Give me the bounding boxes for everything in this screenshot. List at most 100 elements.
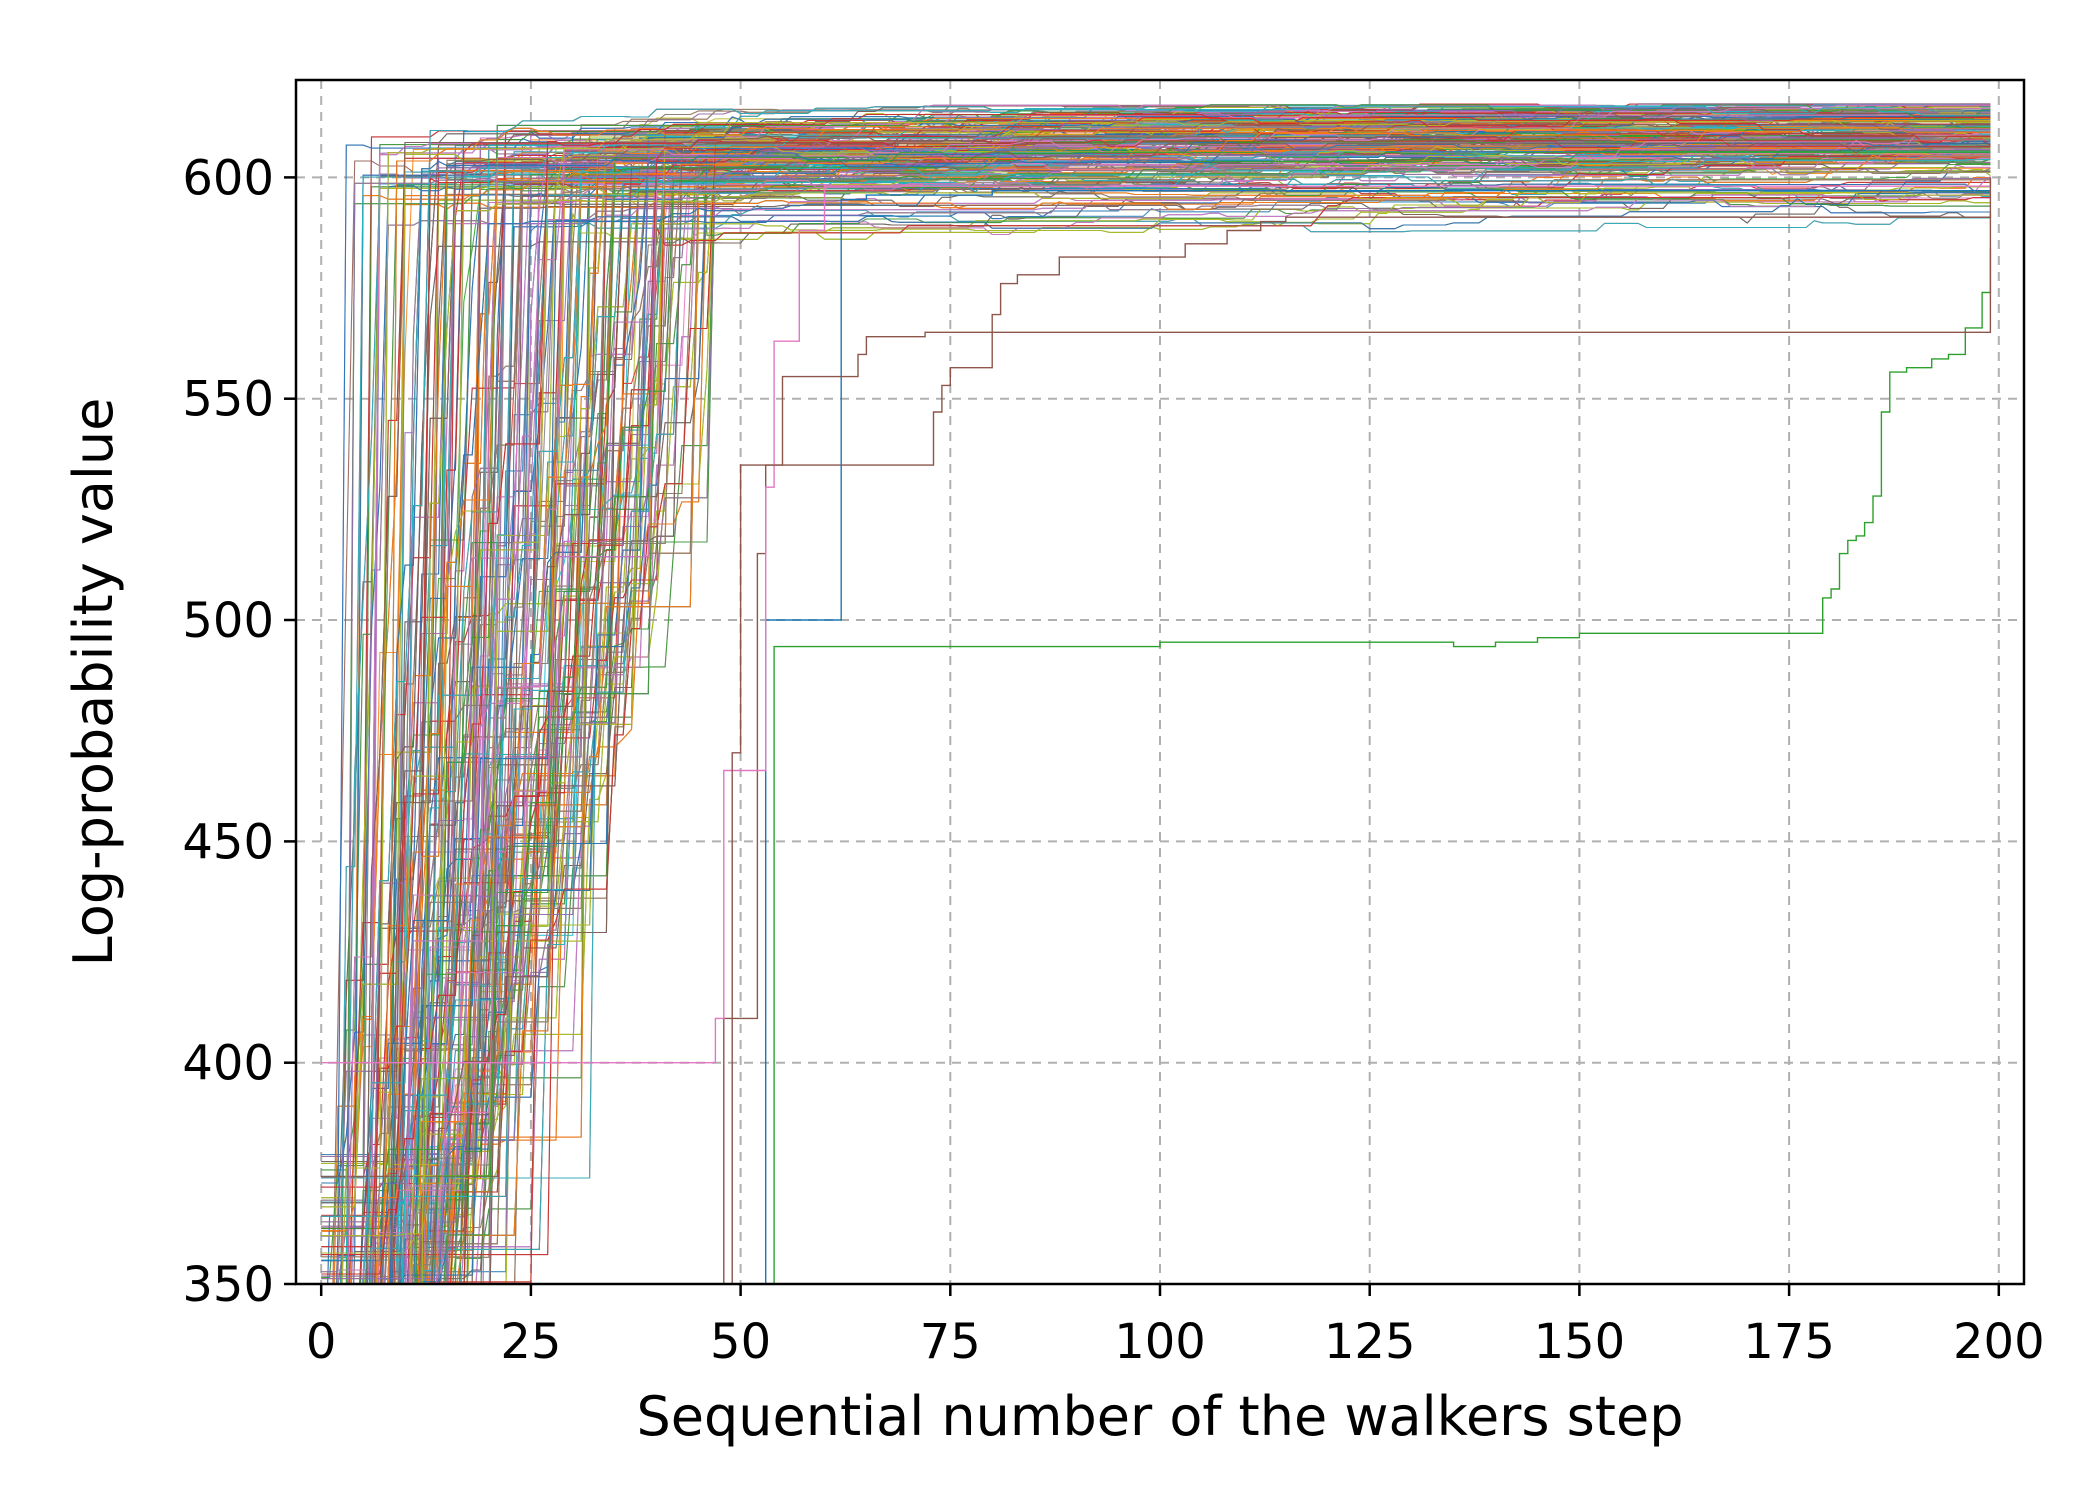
- walker-trace: [388, 190, 1991, 1284]
- walker-trace: [423, 128, 1991, 1284]
- walker-trace: [321, 152, 1991, 1237]
- walker-trace: [400, 141, 1991, 1284]
- walker-trace: [459, 138, 1991, 1284]
- walker-trace: [409, 132, 1991, 1284]
- walker-trace: [456, 154, 1991, 1284]
- y-tick-label-450: 450: [182, 814, 274, 870]
- walker-trace: [405, 189, 1991, 1284]
- walker-trace: [420, 159, 1991, 1284]
- walker-trace: [321, 162, 1991, 1199]
- walker-trace: [406, 126, 1991, 1284]
- walker-trace: [419, 129, 1991, 1284]
- walker-trace: [388, 190, 1991, 1284]
- walker-trace: [381, 161, 1991, 1284]
- walker-trace: [414, 116, 1991, 1284]
- walker-trace: [420, 146, 1991, 1284]
- walker-trace: [335, 147, 1991, 1284]
- walker-trace: [402, 164, 1991, 1284]
- y-tick-label-350: 350: [182, 1257, 274, 1313]
- walker-trace: [365, 124, 1991, 1284]
- walker-trace: [420, 146, 1991, 1284]
- walker-trace: [321, 146, 1991, 1232]
- walker-trace: [341, 146, 1991, 1284]
- walker-trace: [402, 164, 1991, 1284]
- walker-trace: [336, 130, 1991, 1284]
- walker-trace: [411, 149, 1991, 1284]
- walker-trace: [436, 139, 1991, 1284]
- walker-trace: [362, 146, 1991, 1284]
- walker-trace: [417, 117, 1991, 1284]
- walker-trace: [341, 146, 1991, 1284]
- walker-trace: [438, 150, 1991, 1284]
- walker-trace: [362, 146, 1991, 1284]
- walker-trace: [321, 158, 1991, 1204]
- walker-trace: [409, 108, 1991, 1284]
- walker-trace: [421, 118, 1991, 1284]
- walker-trace: [416, 147, 1991, 1284]
- walker-trace: [411, 168, 1991, 1284]
- walker-trace: [443, 123, 1991, 1284]
- walker-trace: [445, 179, 1991, 1284]
- walker-trace: [375, 126, 1991, 1284]
- walker-trace: [432, 116, 1991, 1284]
- walker-trace: [353, 119, 1991, 1284]
- walker-trace: [361, 140, 1991, 1284]
- walker-trace: [426, 127, 1991, 1284]
- walker-trace: [463, 139, 1991, 1284]
- walker-trace: [463, 158, 1991, 1284]
- walker-trace: [368, 147, 1991, 1284]
- walker-trace: [420, 159, 1991, 1284]
- walker-trace: [321, 103, 1991, 1188]
- x-tick-label-50: 50: [710, 1314, 771, 1370]
- y-tick-label-500: 500: [182, 593, 274, 649]
- walker-trace: [421, 118, 1991, 1284]
- walker-trace: [321, 146, 1991, 1223]
- y-axis-title: Log-probability value: [62, 398, 125, 967]
- walker-trace: [365, 127, 1991, 1284]
- walker-trace: [422, 128, 1991, 1284]
- walker-trace: [368, 147, 1991, 1284]
- walker-trace: [445, 150, 1991, 1284]
- walker-trace: [410, 124, 1991, 1284]
- walker-trace: [449, 124, 1991, 1284]
- walker-trace: [417, 109, 1991, 1284]
- x-tick-label-75: 75: [920, 1314, 981, 1370]
- walker-trace: [416, 119, 1991, 1284]
- walker-trace: [394, 204, 1991, 1284]
- walker-trace: [459, 138, 1991, 1284]
- walker-trace: [432, 116, 1991, 1284]
- walker-trace: [443, 150, 1991, 1284]
- walker-trace: [433, 115, 1991, 1284]
- walker-trace: [400, 141, 1991, 1284]
- walker-trace: [409, 121, 1991, 1284]
- walker-trace: [321, 105, 1991, 1179]
- walker-trace: [377, 149, 1991, 1284]
- highlighted-walker-trace-5: [321, 177, 1992, 1284]
- walker-trace: [379, 118, 1991, 1284]
- walker-trace: [403, 119, 1991, 1284]
- walker-trace: [436, 139, 1991, 1284]
- walker-trace: [438, 150, 1991, 1284]
- walker-trace: [426, 127, 1991, 1284]
- walker-trace: [421, 192, 1991, 1284]
- walker-trace: [321, 151, 1991, 1217]
- walker-trace: [452, 123, 1991, 1284]
- walker-trace: [433, 118, 1991, 1284]
- walker-trace: [402, 150, 1991, 1284]
- walker-trace: [388, 127, 1991, 1284]
- walker-trace: [408, 120, 1991, 1284]
- walker-trace: [413, 192, 1991, 1284]
- walker-trace: [411, 168, 1991, 1284]
- walker-trace: [409, 132, 1991, 1284]
- walker-trace: [459, 133, 1991, 1284]
- walker-trace: [433, 149, 1991, 1284]
- walker-trace: [466, 126, 1991, 1284]
- walker-trace: [321, 113, 1991, 1275]
- walker-trace: [452, 123, 1991, 1284]
- walker-trace: [336, 130, 1991, 1284]
- walker-trace: [369, 119, 1991, 1284]
- walker-trace: [410, 124, 1991, 1284]
- walker-trace: [427, 127, 1991, 1284]
- walker-trace: [463, 158, 1991, 1284]
- walker-trace: [321, 151, 1991, 1217]
